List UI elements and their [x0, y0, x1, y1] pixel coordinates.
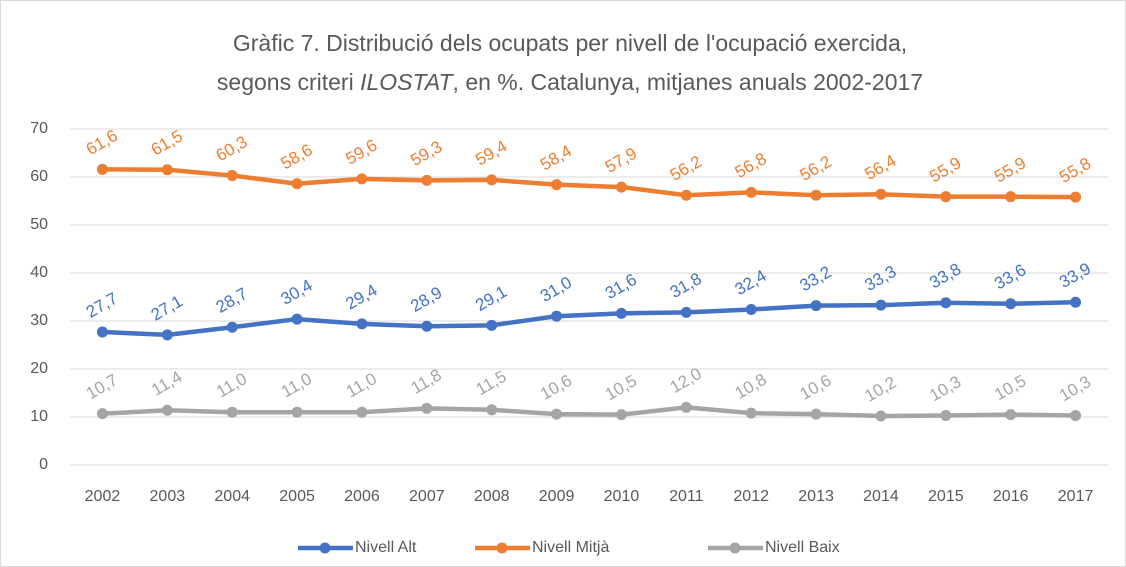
point-marker — [615, 307, 627, 319]
x-tick-label: 2007 — [409, 488, 445, 505]
point-marker — [486, 404, 498, 416]
x-tick-label: 2005 — [279, 488, 315, 505]
chart-title-line-2: segons criteri ILOSTAT, en %. Catalunya,… — [217, 69, 923, 95]
x-tick-label: 2013 — [798, 488, 834, 505]
x-tick-label: 2017 — [1058, 488, 1094, 505]
series-line — [102, 405, 1076, 419]
legend-marker — [496, 542, 508, 554]
point-marker — [1070, 191, 1082, 203]
point-marker — [745, 186, 757, 198]
x-tick-label: 2003 — [150, 488, 186, 505]
point-marker — [940, 297, 952, 309]
x-tick-label: 2011 — [669, 488, 704, 505]
y-tick-label: 20 — [30, 360, 48, 377]
point-marker — [680, 401, 692, 413]
point-marker — [356, 173, 368, 185]
point-marker — [356, 318, 368, 330]
point-marker — [486, 319, 498, 331]
legend-label: Nivell Alt — [355, 539, 417, 556]
point-marker — [1070, 296, 1082, 308]
point-marker — [615, 181, 627, 193]
point-marker — [810, 408, 822, 420]
point-marker — [161, 404, 173, 416]
point-marker — [745, 407, 757, 419]
series-line — [102, 167, 1076, 200]
x-tick-label: 2012 — [733, 488, 769, 505]
point-marker — [1005, 409, 1017, 421]
point-marker — [421, 320, 433, 332]
point-marker — [161, 164, 173, 176]
point-marker — [291, 406, 303, 418]
y-tick-label: 60 — [30, 168, 48, 185]
point-marker — [226, 321, 238, 333]
series-line — [102, 300, 1076, 338]
point-marker — [810, 300, 822, 312]
point-marker — [940, 410, 952, 422]
x-tick-label: 2008 — [474, 488, 510, 505]
title-part: , en %. Catalunya, mitjanes anuals 2002-… — [453, 69, 924, 95]
legend-marker — [319, 542, 331, 554]
point-marker — [551, 179, 563, 191]
x-tick-label: 2016 — [993, 488, 1029, 505]
title-part: ILOSTAT — [360, 69, 454, 95]
y-tick-label: 0 — [39, 456, 48, 473]
point-marker — [226, 170, 238, 182]
y-tick-label: 70 — [30, 120, 48, 137]
x-tick-label: 2010 — [604, 488, 640, 505]
point-marker — [551, 310, 563, 322]
point-marker — [161, 329, 173, 341]
x-tick-label: 2015 — [928, 488, 964, 505]
point-marker — [745, 303, 757, 315]
legend-label: Nivell Mitjà — [532, 539, 609, 556]
title-part: segons criteri — [217, 69, 360, 95]
x-tick-label: 2002 — [85, 488, 121, 505]
x-tick-label: 2006 — [344, 488, 380, 505]
point-marker — [356, 406, 368, 418]
legend-label: Nivell Baix — [765, 539, 840, 556]
point-marker — [940, 191, 952, 203]
point-marker — [551, 408, 563, 420]
point-marker — [96, 326, 108, 338]
point-marker — [291, 313, 303, 325]
point-marker — [421, 402, 433, 414]
point-marker — [1005, 191, 1017, 203]
point-marker — [875, 299, 887, 311]
chart-title-line-1: Gràfic 7. Distribució dels ocupats per n… — [233, 30, 907, 56]
point-marker — [226, 406, 238, 418]
point-marker — [291, 178, 303, 190]
x-tick-label: 2009 — [539, 488, 575, 505]
point-marker — [875, 188, 887, 200]
point-marker — [1070, 410, 1082, 422]
point-marker — [810, 189, 822, 201]
point-marker — [421, 174, 433, 186]
legend-marker — [729, 542, 741, 554]
point-marker — [486, 174, 498, 186]
point-marker — [96, 408, 108, 420]
y-tick-label: 10 — [30, 408, 48, 425]
point-marker — [680, 306, 692, 318]
point-marker — [96, 163, 108, 175]
y-tick-label: 40 — [30, 264, 48, 281]
point-marker — [875, 410, 887, 422]
y-tick-label: 30 — [30, 312, 48, 329]
x-tick-label: 2004 — [214, 488, 250, 505]
point-marker — [615, 409, 627, 421]
y-tick-label: 50 — [30, 216, 48, 233]
point-marker — [1005, 298, 1017, 310]
point-marker — [680, 189, 692, 201]
x-tick-label: 2014 — [863, 488, 899, 505]
